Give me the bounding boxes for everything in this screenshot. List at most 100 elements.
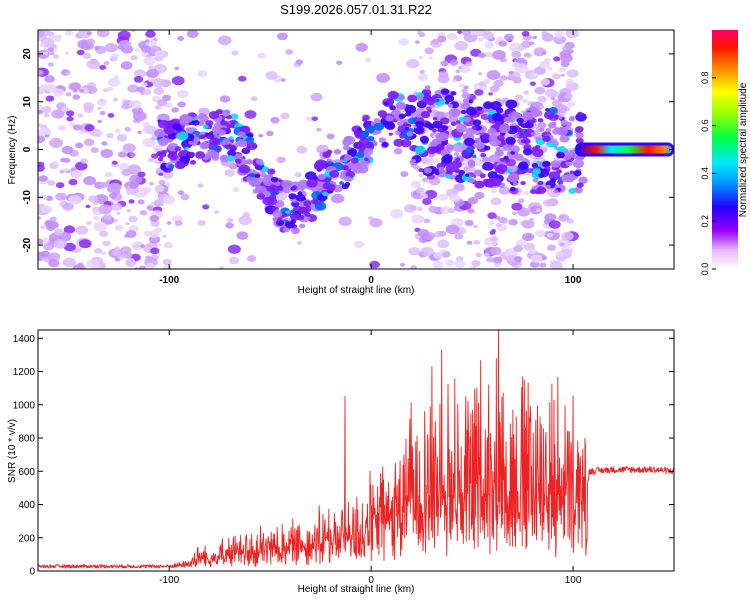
noise-blob xyxy=(553,56,561,62)
noise-blob xyxy=(146,256,154,262)
signal-blob xyxy=(333,148,342,155)
signal-blob xyxy=(270,176,279,183)
noise-blob xyxy=(38,104,43,110)
noise-blob xyxy=(421,177,428,182)
noise-blob xyxy=(130,55,138,61)
noise-blob xyxy=(400,171,409,177)
signal-blob xyxy=(398,94,406,100)
noise-blob xyxy=(132,111,147,122)
snr-x-label: Height of straight line (km) xyxy=(298,584,415,595)
noise-blob xyxy=(47,252,61,262)
signal-blob xyxy=(553,146,559,150)
signal-blob xyxy=(432,128,437,133)
noise-blob xyxy=(238,75,247,82)
noise-blob xyxy=(61,106,68,111)
noise-blob xyxy=(565,30,579,39)
signal-blob xyxy=(384,121,395,130)
signal-blob xyxy=(355,151,365,159)
signal-blob xyxy=(523,148,533,156)
signal-blob xyxy=(503,155,509,160)
noise-blob xyxy=(158,179,166,185)
colorbar-tick-label: 0.8 xyxy=(700,72,710,85)
signal-blob xyxy=(424,97,436,106)
signal-blob xyxy=(276,219,285,226)
spectrogram-y-tick-label: -10 xyxy=(22,190,33,205)
signal-blob xyxy=(415,120,425,128)
signal-blob xyxy=(440,125,449,131)
signal-blob xyxy=(438,166,445,172)
snr-y-tick-label: 0 xyxy=(29,567,35,578)
noise-blob xyxy=(44,134,50,138)
noise-blob xyxy=(142,88,152,95)
noise-blob xyxy=(72,264,86,269)
noise-blob xyxy=(214,210,219,214)
signal-blob xyxy=(455,124,467,133)
noise-blob xyxy=(47,31,54,37)
signal-blob xyxy=(517,161,529,170)
noise-blob xyxy=(63,225,76,234)
signal-blob xyxy=(513,134,520,139)
noise-blob xyxy=(539,60,551,69)
noise-blob xyxy=(129,100,142,109)
signal-blob xyxy=(402,122,409,127)
noise-blob xyxy=(157,99,168,107)
signal-blob xyxy=(387,98,395,105)
noise-blob xyxy=(51,109,65,119)
signal-blob xyxy=(474,180,485,189)
noise-blob xyxy=(478,72,483,76)
noise-blob xyxy=(276,156,286,164)
noise-blob xyxy=(40,205,53,214)
noise-blob xyxy=(102,88,109,93)
noise-blob xyxy=(452,142,466,153)
noise-blob xyxy=(285,49,294,55)
signal-blob xyxy=(168,164,175,170)
noise-blob xyxy=(107,86,114,92)
noise-blob xyxy=(162,258,172,266)
signal-blob xyxy=(249,172,256,178)
noise-blob xyxy=(113,74,119,79)
noise-blob xyxy=(163,265,172,269)
noise-blob xyxy=(484,41,494,49)
noise-blob xyxy=(171,107,180,113)
signal-blob xyxy=(245,136,255,144)
noise-blob xyxy=(511,202,523,211)
signal-blob xyxy=(317,173,326,180)
noise-blob xyxy=(509,42,523,52)
signal-blob xyxy=(553,114,560,120)
noise-blob xyxy=(53,239,67,249)
noise-blob xyxy=(486,70,501,80)
noise-blob xyxy=(145,262,156,269)
signal-blob xyxy=(398,113,406,119)
signal-blob xyxy=(344,176,352,182)
noise-blob xyxy=(552,227,561,234)
noise-blob xyxy=(534,86,546,95)
noise-blob xyxy=(66,116,74,122)
noise-blob xyxy=(250,96,258,102)
signal-blob xyxy=(423,167,433,174)
noise-blob xyxy=(64,51,70,55)
noise-blob xyxy=(99,230,109,238)
noise-blob xyxy=(65,30,74,36)
signal-blob xyxy=(574,187,583,194)
signal-blob xyxy=(523,111,534,120)
colorbar: 0.0 0.2 0.4 0.6 0.8 Normalized spectral ampl… xyxy=(700,30,749,275)
noise-blob xyxy=(431,39,440,45)
signal-blob xyxy=(483,179,495,188)
noise-blob xyxy=(514,94,524,101)
noise-blob xyxy=(114,246,121,251)
noise-blob xyxy=(466,240,473,245)
noise-blob xyxy=(495,223,502,228)
noise-blob xyxy=(147,65,154,70)
signal-blob xyxy=(509,186,516,192)
noise-blob xyxy=(487,212,497,219)
noise-blob xyxy=(482,31,490,37)
noise-blob xyxy=(550,96,556,101)
noise-blob xyxy=(530,254,543,263)
noise-blob xyxy=(484,51,493,58)
signal-blob xyxy=(533,107,539,112)
noise-blob xyxy=(139,244,145,248)
noise-blob xyxy=(522,232,535,242)
noise-blob xyxy=(174,66,180,71)
noise-blob xyxy=(83,102,94,110)
